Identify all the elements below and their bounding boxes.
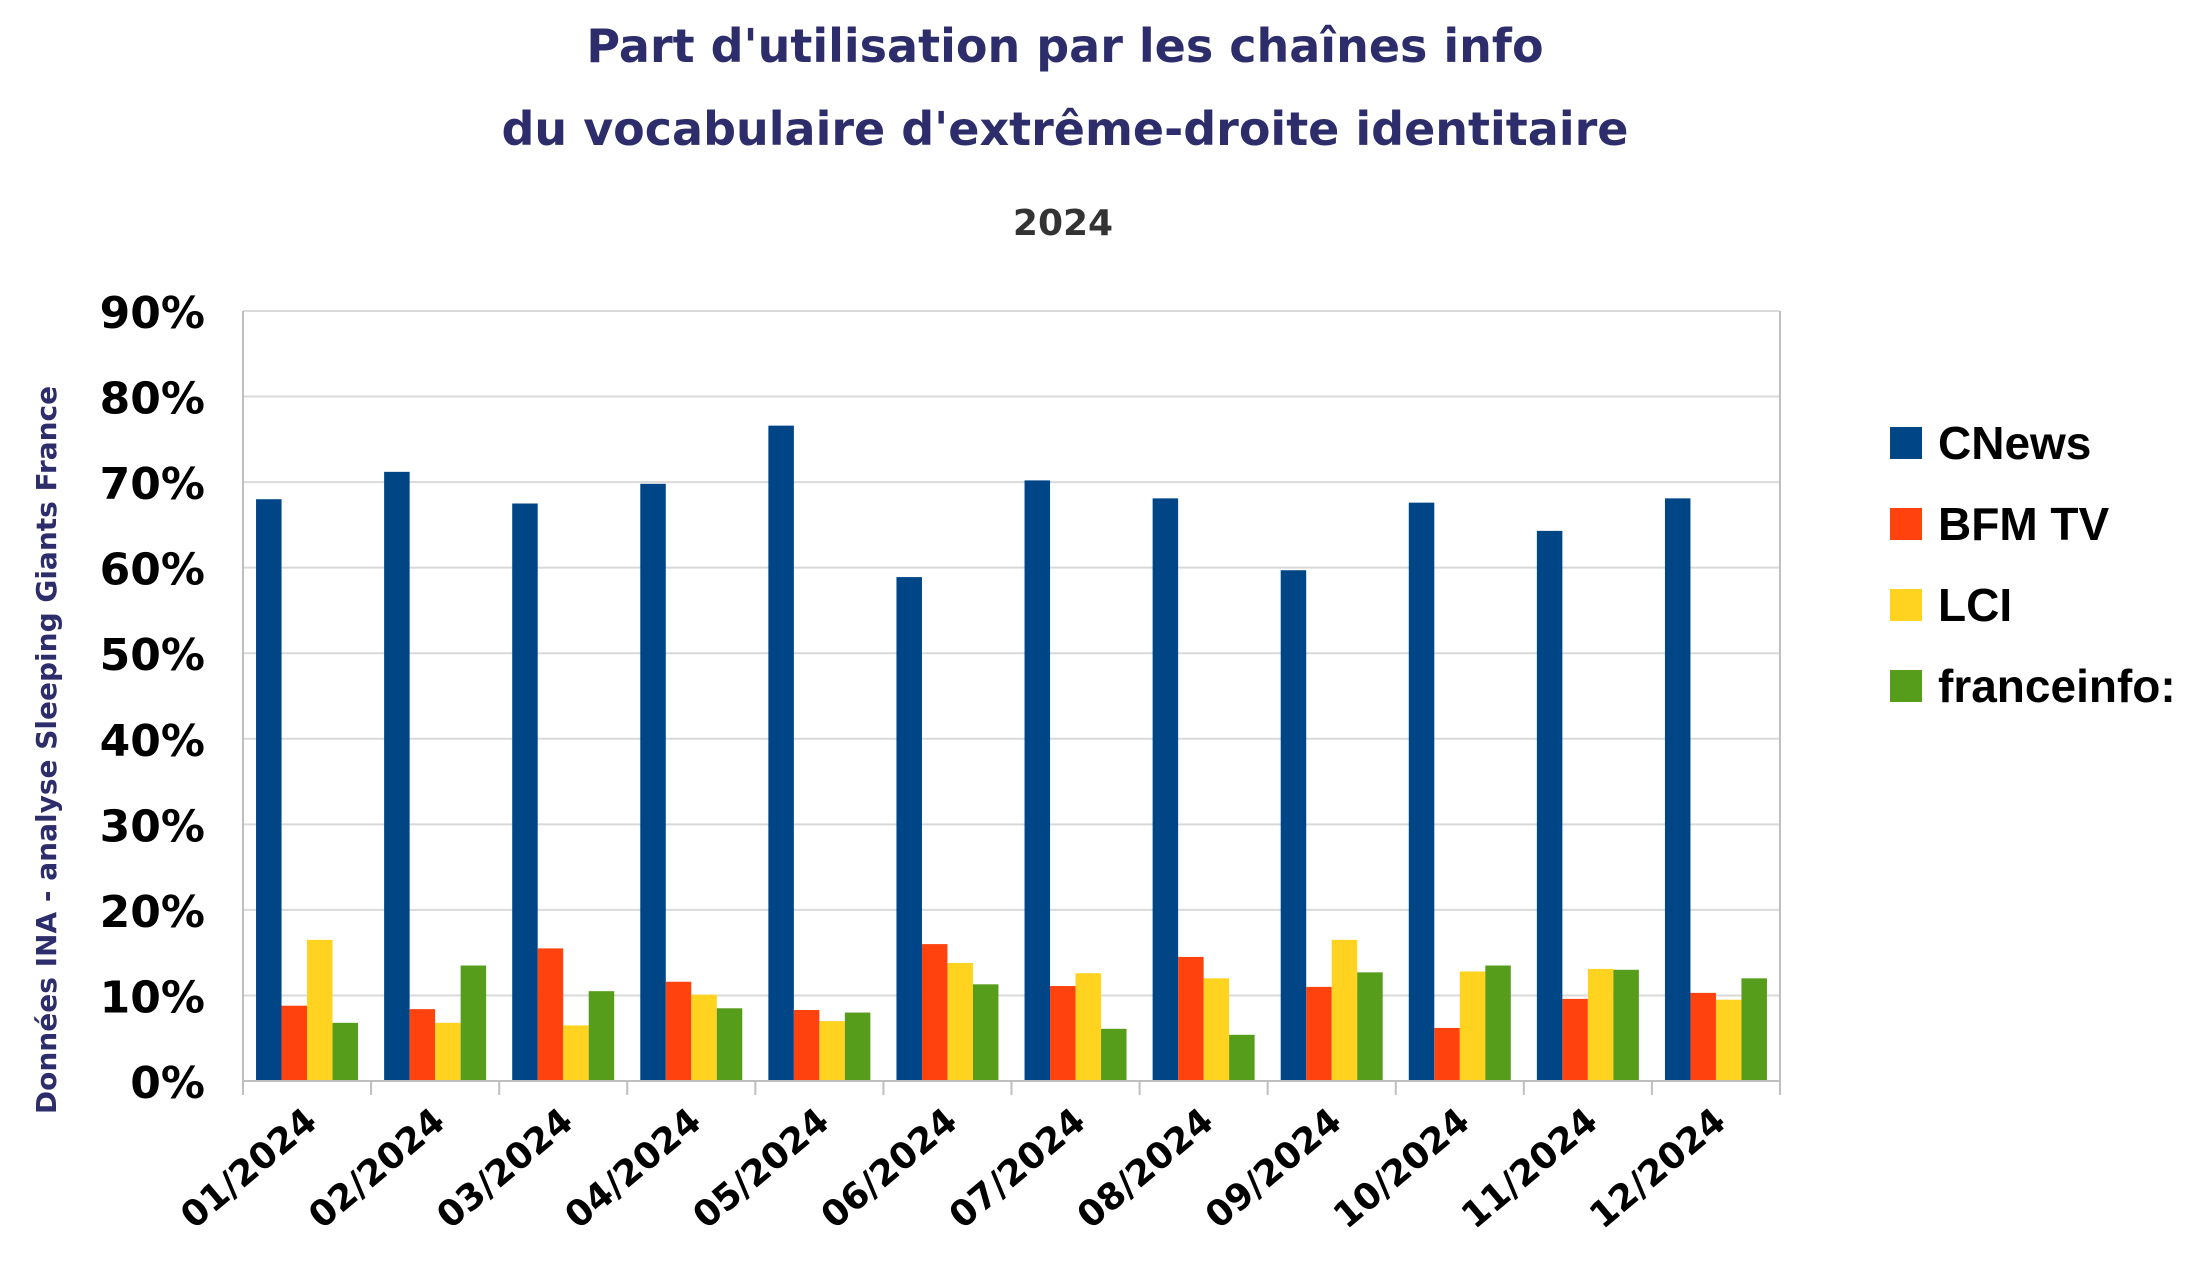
bar-cnews xyxy=(1152,498,1179,1081)
legend-swatch xyxy=(1890,589,1922,621)
bar-bfm-tv xyxy=(793,1009,820,1081)
bar-lci xyxy=(1459,971,1486,1081)
bar-lci xyxy=(819,1021,845,1081)
y-tick-label: 70% xyxy=(100,459,205,510)
bar-franceinfo xyxy=(1741,978,1767,1081)
bar-bfm-tv xyxy=(1562,998,1588,1081)
legend-label: BFM TV xyxy=(1938,498,2110,550)
bar-franceinfo xyxy=(332,1022,359,1081)
chart-title: Part d'utilisation par les chaînes info xyxy=(586,19,1543,73)
bar-cnews xyxy=(1408,502,1435,1082)
bar-bfm-tv xyxy=(1050,986,1076,1081)
y-tick-label: 0% xyxy=(130,1058,205,1109)
chart-subtitle: 2024 xyxy=(1013,203,1113,244)
bar-lci xyxy=(563,1025,589,1081)
bar-franceinfo xyxy=(460,965,487,1081)
bar-lci xyxy=(947,962,973,1081)
bar-cnews xyxy=(1664,498,1691,1081)
bar-franceinfo xyxy=(716,1008,743,1081)
axes xyxy=(242,311,1781,1095)
legend-label: CNews xyxy=(1938,417,2091,469)
bar-lci xyxy=(691,994,717,1081)
bar-bfm-tv xyxy=(1178,956,1204,1081)
bar-bfm-tv xyxy=(1306,986,1332,1081)
bar-cnews xyxy=(1280,570,1307,1081)
bar-bfm-tv xyxy=(921,944,948,1081)
bar-bfm-tv xyxy=(1690,992,1716,1081)
bar-franceinfo xyxy=(844,1012,871,1081)
bar-cnews xyxy=(896,577,922,1081)
chart-title-line-2: du vocabulaire d'extrême-droite identita… xyxy=(502,102,1629,156)
source-note: Données INA - analyse Sleeping Giants Fr… xyxy=(30,386,63,1114)
bar-lci xyxy=(1203,978,1230,1081)
bar-franceinfo xyxy=(1357,972,1383,1081)
bar-cnews xyxy=(1024,480,1051,1081)
y-axis-tick-labels: 0% 10% 20% 30% 40% 50% 60% 70% 80% 90% xyxy=(100,288,205,1109)
legend-swatch xyxy=(1890,670,1922,702)
bar-bfm-tv xyxy=(537,948,564,1081)
y-tick-label: 50% xyxy=(100,630,205,681)
legend-swatch xyxy=(1890,427,1922,459)
legend: CNews BFM TV LCI franceinfo: xyxy=(1890,417,2176,712)
bar-cnews xyxy=(640,483,666,1081)
bar-franceinfo xyxy=(1101,1028,1127,1081)
bar-lci xyxy=(1075,973,1102,1081)
bar-lci xyxy=(1331,939,1358,1081)
y-tick-label: 30% xyxy=(100,801,205,852)
y-tick-label: 20% xyxy=(100,887,205,938)
bar-franceinfo xyxy=(972,984,999,1081)
y-tick-label: 40% xyxy=(100,716,205,767)
bar-bfm-tv xyxy=(409,1009,436,1081)
y-tick-label: 90% xyxy=(100,288,205,339)
bar-cnews xyxy=(384,471,410,1081)
bar-franceinfo xyxy=(1229,1034,1255,1081)
bar-bfm-tv xyxy=(281,1005,308,1081)
legend-label: LCI xyxy=(1938,579,2012,631)
bars xyxy=(256,425,1767,1082)
legend-label: franceinfo: xyxy=(1938,660,2176,712)
bar-bfm-tv xyxy=(1434,1027,1460,1081)
bar-franceinfo xyxy=(1613,969,1639,1081)
bar-bfm-tv xyxy=(665,981,692,1081)
bar-lci xyxy=(307,939,333,1081)
bar-lci xyxy=(1587,968,1614,1081)
y-tick-label: 60% xyxy=(100,545,205,596)
legend-swatch xyxy=(1890,508,1922,540)
bar-cnews xyxy=(256,499,282,1081)
y-tick-label: 10% xyxy=(100,972,205,1023)
gridlines xyxy=(243,310,1780,997)
bar-cnews xyxy=(768,425,794,1082)
bar-franceinfo xyxy=(1485,965,1511,1081)
bar-cnews xyxy=(1536,530,1563,1081)
bar-lci xyxy=(1715,999,1742,1081)
bar-lci xyxy=(435,1022,461,1081)
bar-cnews xyxy=(512,503,538,1081)
bar-franceinfo xyxy=(588,991,615,1081)
y-tick-label: 80% xyxy=(100,374,205,425)
